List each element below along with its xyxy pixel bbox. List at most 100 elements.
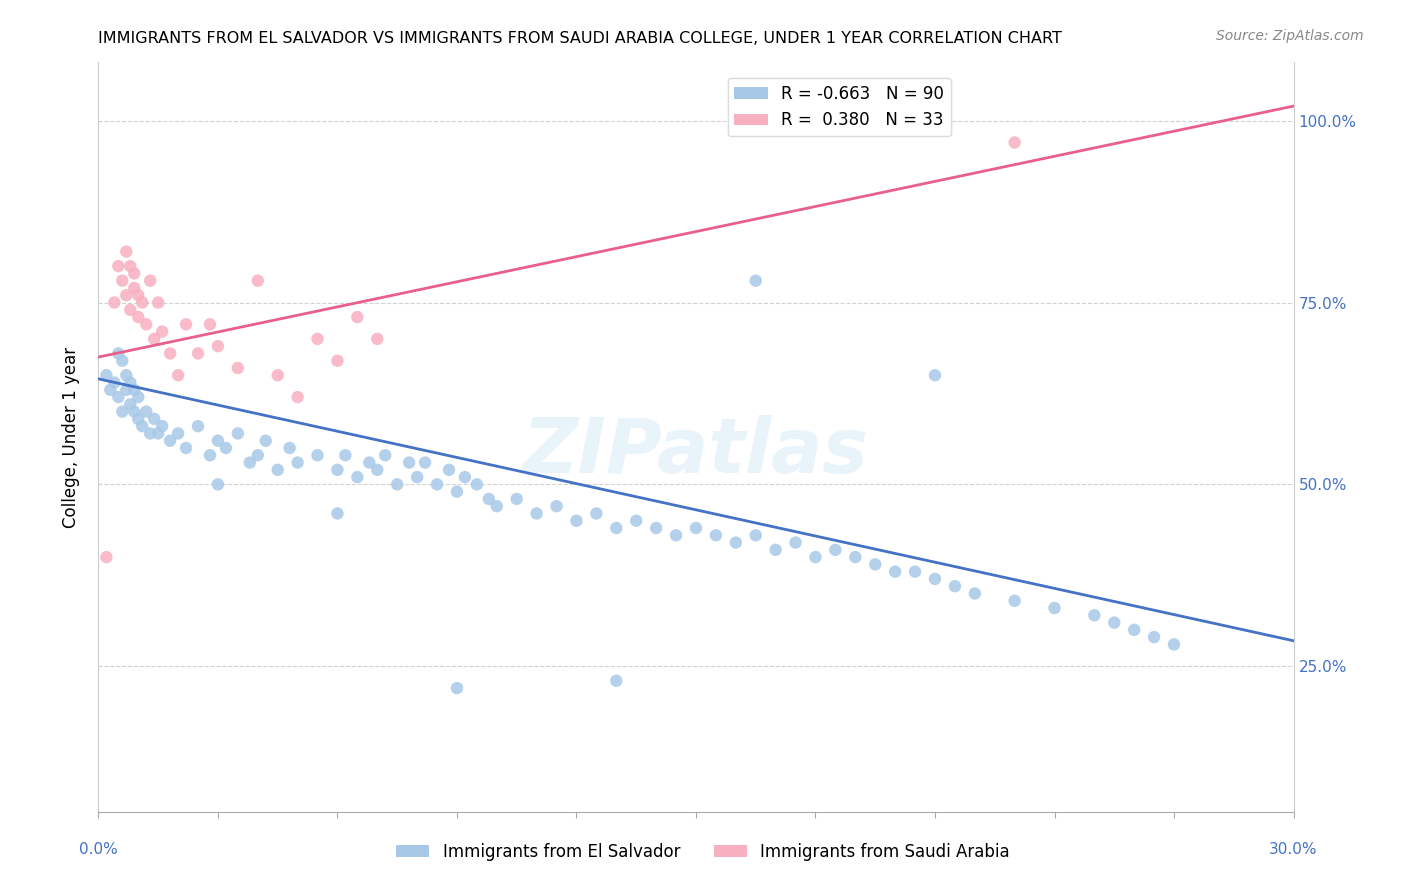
Point	[127, 310, 149, 324]
Point	[127, 288, 149, 302]
Point	[239, 456, 262, 470]
Point	[207, 339, 229, 353]
Point	[278, 441, 301, 455]
Point	[645, 521, 668, 535]
Point	[167, 368, 190, 383]
Point	[120, 376, 142, 390]
Point	[478, 491, 501, 506]
Point	[148, 426, 170, 441]
Point	[565, 514, 588, 528]
Point	[546, 499, 568, 513]
Point	[111, 353, 134, 368]
Point	[704, 528, 727, 542]
Point	[465, 477, 488, 491]
Point	[139, 426, 162, 441]
Point	[1043, 601, 1066, 615]
Point	[1123, 623, 1146, 637]
Point	[865, 558, 887, 572]
Point	[385, 477, 409, 491]
Point	[207, 477, 229, 491]
Point	[127, 390, 149, 404]
Point	[96, 550, 118, 565]
Point	[98, 383, 122, 397]
Point	[124, 267, 146, 281]
Text: 30.0%: 30.0%	[1270, 842, 1317, 856]
Point	[685, 521, 707, 535]
Point	[174, 441, 197, 455]
Point	[148, 295, 170, 310]
Point	[150, 325, 173, 339]
Point	[111, 274, 134, 288]
Point	[307, 448, 329, 462]
Point	[1143, 630, 1166, 644]
Point	[446, 484, 468, 499]
Point	[167, 426, 190, 441]
Point	[159, 346, 181, 360]
Point	[326, 507, 349, 521]
Point	[254, 434, 277, 448]
Point	[267, 463, 290, 477]
Point	[963, 586, 986, 600]
Point	[198, 448, 221, 462]
Point	[1004, 136, 1026, 150]
Point	[107, 390, 129, 404]
Point	[359, 456, 381, 470]
Point	[96, 368, 118, 383]
Point	[124, 281, 146, 295]
Point	[127, 412, 149, 426]
Point	[413, 456, 436, 470]
Point	[904, 565, 927, 579]
Point	[326, 353, 349, 368]
Point	[287, 456, 309, 470]
Point	[804, 550, 827, 565]
Point	[924, 368, 946, 383]
Point	[307, 332, 329, 346]
Point	[1004, 593, 1026, 607]
Point	[366, 332, 388, 346]
Point	[765, 542, 787, 557]
Point	[139, 274, 162, 288]
Point	[605, 521, 627, 535]
Point	[131, 295, 153, 310]
Point	[124, 404, 146, 418]
Point	[120, 397, 142, 411]
Point	[107, 346, 129, 360]
Y-axis label: College, Under 1 year: College, Under 1 year	[62, 346, 80, 528]
Point	[143, 412, 166, 426]
Point	[366, 463, 388, 477]
Point	[246, 448, 269, 462]
Point	[745, 528, 768, 542]
Point	[267, 368, 290, 383]
Point	[724, 535, 747, 549]
Point	[131, 419, 153, 434]
Point	[884, 565, 907, 579]
Point	[135, 318, 157, 332]
Point	[174, 318, 197, 332]
Point	[426, 477, 449, 491]
Point	[115, 383, 138, 397]
Point	[107, 259, 129, 273]
Point	[844, 550, 866, 565]
Point	[111, 404, 134, 418]
Point	[115, 288, 138, 302]
Point	[124, 383, 146, 397]
Point	[287, 390, 309, 404]
Point	[785, 535, 807, 549]
Point	[1163, 637, 1185, 651]
Point	[374, 448, 396, 462]
Point	[506, 491, 529, 506]
Point	[187, 419, 209, 434]
Point	[207, 434, 229, 448]
Point	[665, 528, 688, 542]
Point	[120, 259, 142, 273]
Point	[346, 310, 368, 324]
Point	[226, 361, 249, 376]
Point	[326, 463, 349, 477]
Text: Source: ZipAtlas.com: Source: ZipAtlas.com	[1216, 29, 1364, 43]
Point	[346, 470, 368, 484]
Point	[1104, 615, 1126, 630]
Point	[398, 456, 420, 470]
Text: IMMIGRANTS FROM EL SALVADOR VS IMMIGRANTS FROM SAUDI ARABIA COLLEGE, UNDER 1 YEA: IMMIGRANTS FROM EL SALVADOR VS IMMIGRANT…	[98, 31, 1063, 46]
Point	[215, 441, 238, 455]
Point	[454, 470, 477, 484]
